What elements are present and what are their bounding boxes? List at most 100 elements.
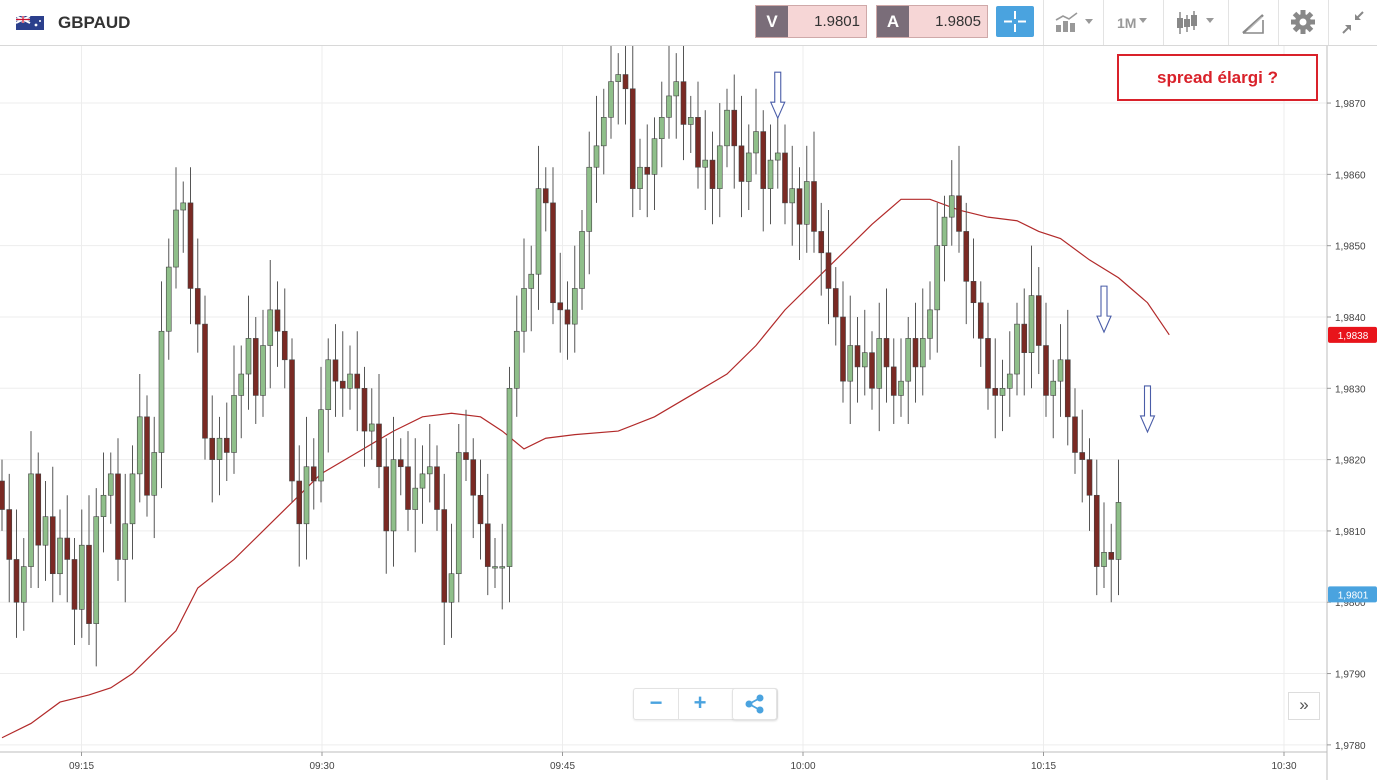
candle — [528, 245, 535, 332]
share-button[interactable] — [732, 688, 777, 720]
candle-body — [180, 202, 187, 211]
collapse-button[interactable] — [1339, 6, 1367, 39]
candle-body — [760, 131, 767, 189]
candle-body — [448, 573, 455, 603]
candle-body — [71, 559, 78, 610]
candle-body — [883, 338, 890, 368]
toolbar-divider — [1043, 0, 1044, 45]
y-tick-label: 1,9870 — [1335, 99, 1366, 110]
candle-body — [615, 74, 622, 82]
bid-quote[interactable]: V 1.9801 — [755, 5, 867, 38]
timeframe-label: 1M — [1117, 15, 1137, 31]
candle — [941, 195, 948, 282]
candle — [789, 145, 796, 246]
zoom-out-button[interactable]: − — [634, 689, 679, 719]
candle-body — [325, 359, 332, 410]
candle-body — [876, 338, 883, 389]
candle-body — [216, 437, 223, 460]
toolbar-divider — [1328, 0, 1329, 45]
candle — [796, 167, 803, 260]
candle — [325, 338, 332, 453]
candle-body — [898, 380, 904, 396]
candle-body — [100, 494, 107, 517]
candle-body — [492, 566, 498, 569]
candle-body — [136, 416, 143, 475]
candle — [202, 295, 208, 460]
candle — [956, 145, 962, 253]
candle-body — [542, 188, 549, 204]
candle-body — [405, 466, 411, 510]
candle — [535, 145, 542, 310]
timeframe-button[interactable]: 1M — [1115, 6, 1155, 39]
candle-body — [339, 380, 346, 389]
candle — [912, 302, 919, 403]
zoom-in-button[interactable]: + — [693, 690, 707, 715]
candle-body — [977, 302, 984, 339]
candle-body — [702, 159, 709, 168]
toolbar: GBPAUD V 1.9801 A 1.9805 1M — [0, 0, 1377, 46]
candle — [1006, 331, 1013, 417]
candle-body — [890, 366, 897, 396]
candle — [187, 167, 194, 325]
drawing-tools-button[interactable] — [1240, 6, 1268, 39]
candle — [637, 138, 643, 211]
price-chart[interactable]: 1,9780 1,9790 1,9800 1,9810 1,9820 1,9830 1,98… — [0, 46, 1377, 780]
candle-body — [745, 152, 752, 182]
candle — [593, 95, 600, 203]
candle — [122, 473, 129, 603]
candle-body — [934, 245, 941, 311]
candle — [1115, 459, 1122, 596]
scroll-to-end-button[interactable]: » — [1288, 692, 1320, 720]
candle — [695, 81, 701, 189]
toolbar-divider — [1228, 0, 1229, 45]
candle — [0, 459, 5, 531]
candle — [499, 523, 506, 610]
candle — [745, 124, 752, 211]
candle-body — [789, 188, 796, 204]
candle-body — [144, 416, 150, 496]
candle — [310, 438, 317, 510]
candle-body — [434, 466, 440, 510]
ask-quote[interactable]: A 1.9805 — [876, 5, 988, 38]
candle — [666, 46, 672, 139]
candle — [564, 281, 571, 360]
candle-body — [637, 166, 643, 189]
candle-body — [1079, 452, 1086, 460]
candle — [151, 416, 158, 539]
flag-icon — [16, 16, 44, 30]
candle-body — [383, 466, 390, 532]
settings-button[interactable] — [1289, 6, 1317, 39]
candle-body — [35, 473, 42, 546]
crosshair-button[interactable] — [996, 6, 1034, 37]
candle — [144, 395, 150, 517]
candle — [550, 167, 556, 325]
candle — [223, 402, 230, 482]
candle-body — [1050, 380, 1057, 396]
candle-body — [644, 166, 651, 175]
candle-body — [289, 359, 295, 482]
candle-body — [78, 544, 85, 610]
candle-body — [368, 423, 375, 432]
candle-body — [1086, 459, 1093, 496]
x-tick-label: 09:30 — [309, 761, 334, 772]
candle-body — [840, 316, 846, 382]
candle — [1079, 409, 1086, 503]
candle-body — [629, 88, 636, 189]
candle — [93, 488, 100, 667]
candle-body — [390, 459, 397, 532]
candle-body — [397, 459, 404, 468]
candle-body — [731, 109, 738, 147]
candle-body — [919, 338, 926, 368]
candle-body — [470, 459, 477, 496]
indicators-button[interactable] — [1054, 6, 1098, 39]
candle-body — [107, 473, 114, 496]
candle — [57, 509, 63, 596]
candle-body — [666, 95, 672, 118]
candle — [412, 438, 419, 553]
chart-type-button[interactable] — [1174, 6, 1220, 39]
candle — [542, 167, 549, 232]
candle-body — [513, 330, 520, 389]
arrow-down-icon — [1096, 285, 1112, 334]
candle — [1035, 267, 1042, 375]
candle-body — [854, 345, 861, 368]
